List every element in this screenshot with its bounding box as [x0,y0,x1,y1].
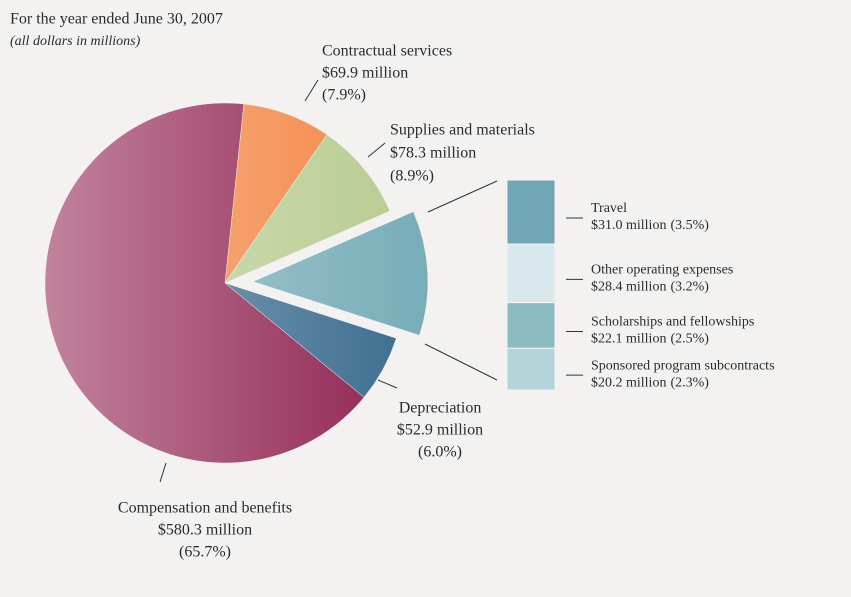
breakout-value-label: $20.2 million [591,375,666,390]
slice-label: Compensation and benefits [118,500,292,517]
slice-value-label: $78.3 million [390,145,476,162]
slice-percent-label: (8.9%) [390,168,434,185]
leader-line [159,462,167,483]
slice-label: Supplies and materials [390,122,535,139]
slice-percent-label: (65.7%) [179,544,231,561]
slice-value-label: $580.3 million [158,522,252,539]
leader-line [367,142,386,158]
breakout-segment [506,302,556,349]
breakout-label: Travel [591,201,627,216]
breakout-value-label: $31.0 million [591,218,666,233]
breakout-segment [506,243,556,304]
breakout-segment [506,347,556,391]
slice-percent-label: (7.9%) [322,87,366,104]
breakout-percent-label: (2.5%) [670,332,709,347]
breakout-label: Scholarships and fellowships [591,315,754,330]
leader-line [304,79,319,102]
breakout-value-label: $28.4 million [591,280,666,295]
chart-title: For the year ended June 30, 2007 [10,11,223,28]
chart-subtitle: (all dollars in millions) [10,34,141,49]
slice-value-label: $69.9 million [322,65,408,82]
breakout-percent-label: (2.3%) [670,375,709,390]
slice-label: Contractual services [322,43,452,60]
leader-line [424,343,498,381]
breakout-label: Sponsored program subcontracts [591,358,775,373]
breakout-value-label: $22.1 million [591,332,666,347]
breakout-label: Other operating expenses [591,263,733,278]
leader-line [427,180,498,213]
breakout-segment [506,179,556,245]
slice-percent-label: (6.0%) [418,444,462,461]
breakout-percent-label: (3.2%) [670,280,709,295]
leader-line [377,379,398,389]
slice-value-label: $52.9 million [397,422,483,439]
breakout-percent-label: (3.5%) [670,218,709,233]
slice-label: Depreciation [399,400,482,417]
